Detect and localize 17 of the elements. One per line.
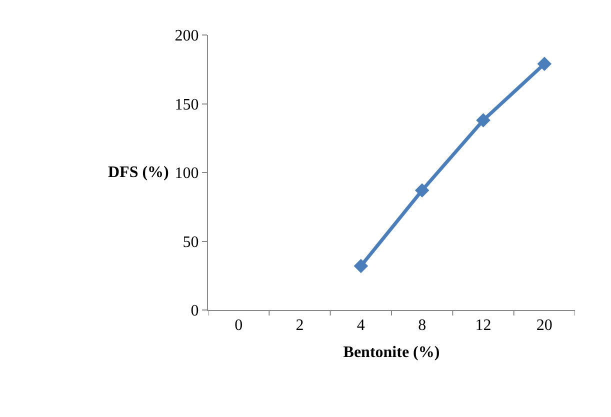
x-tick-label: 2 <box>296 317 304 334</box>
y-axis-title: DFS (%) <box>108 164 169 181</box>
point <box>414 183 430 198</box>
x-tick-label: 20 <box>536 317 552 334</box>
x-tick-label: 4 <box>356 317 365 334</box>
x-tick-label: 8 <box>418 317 426 334</box>
point <box>354 258 368 274</box>
x-tick-label: 0 <box>234 317 243 334</box>
point <box>537 56 552 72</box>
point <box>476 113 490 128</box>
y-tick-label: 100 <box>174 165 199 182</box>
x-tick-label: 12 <box>475 317 492 334</box>
y-tick-label: 0 <box>190 302 199 320</box>
y-tick-label: 200 <box>174 28 199 45</box>
y-tick-label: 150 <box>174 96 199 114</box>
y-tick-label: 50 <box>182 234 199 251</box>
x-axis-title: Bentonite (%) <box>343 344 440 361</box>
